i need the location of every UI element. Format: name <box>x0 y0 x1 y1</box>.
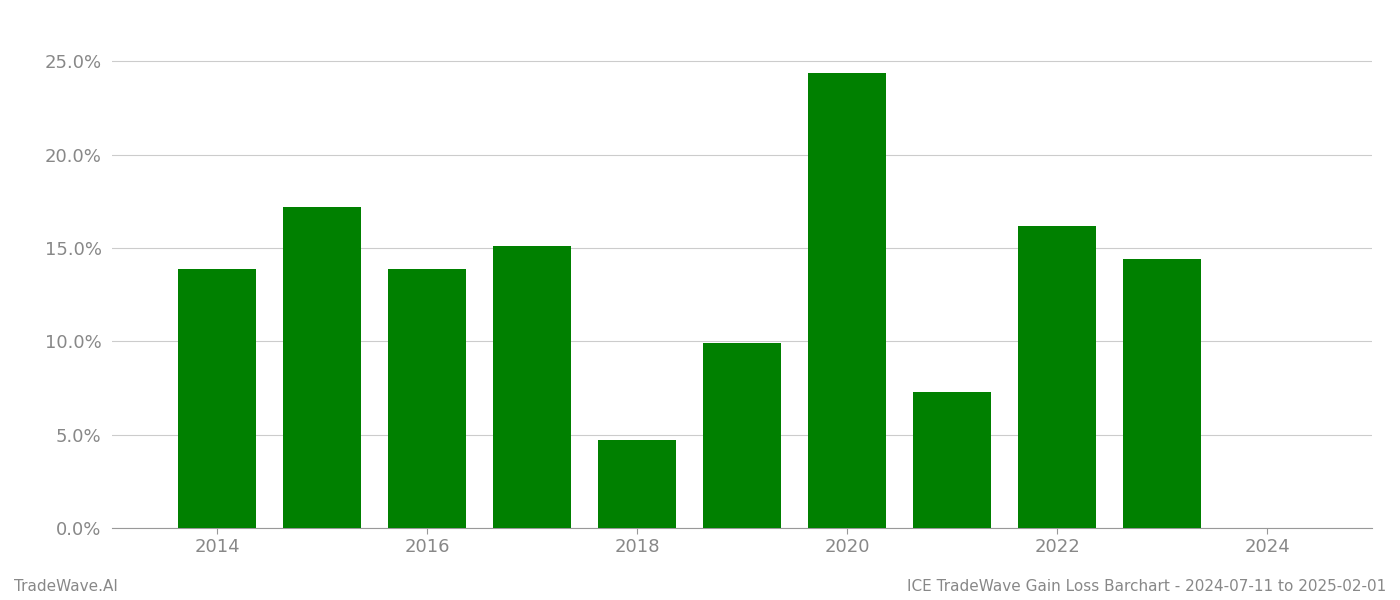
Bar <box>1018 226 1096 528</box>
Bar <box>178 269 256 528</box>
Bar <box>493 246 571 528</box>
Bar <box>1123 259 1201 528</box>
Text: ICE TradeWave Gain Loss Barchart - 2024-07-11 to 2025-02-01: ICE TradeWave Gain Loss Barchart - 2024-… <box>907 579 1386 594</box>
Bar <box>598 440 676 528</box>
Bar <box>808 73 886 528</box>
Bar <box>283 207 361 528</box>
Text: TradeWave.AI: TradeWave.AI <box>14 579 118 594</box>
Bar <box>913 392 991 528</box>
Bar <box>703 343 781 528</box>
Bar <box>388 269 466 528</box>
